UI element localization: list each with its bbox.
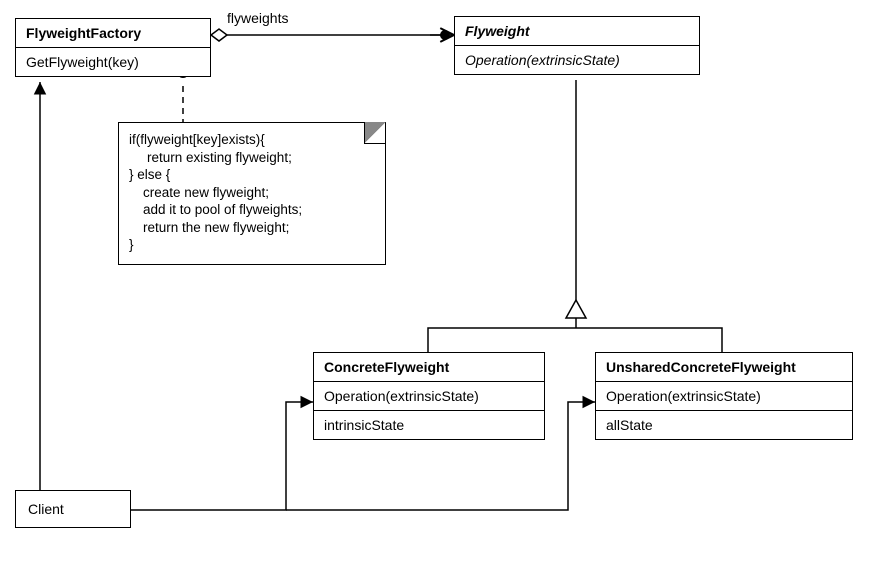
class-unshared-concrete-flyweight: UnsharedConcreteFlyweight Operation(extr… xyxy=(595,352,853,440)
class-operation: Operation(extrinsicState) xyxy=(455,45,699,74)
class-title: Client xyxy=(16,491,130,527)
note-line: if(flyweight[key]exists){ xyxy=(129,131,375,149)
note-line: return the new flyweight; xyxy=(129,219,375,237)
class-operation: Operation(extrinsicState) xyxy=(596,381,852,410)
note-line: add it to pool of flyweights; xyxy=(129,201,375,219)
class-flyweight-factory: FlyweightFactory GetFlyweight(key) xyxy=(15,18,211,77)
class-attribute: allState xyxy=(596,410,852,439)
class-concrete-flyweight: ConcreteFlyweight Operation(extrinsicSta… xyxy=(313,352,545,440)
note-fold-icon xyxy=(364,122,386,144)
class-title: ConcreteFlyweight xyxy=(314,353,544,381)
class-operation: Operation(extrinsicState) xyxy=(314,381,544,410)
note-line: return existing flyweight; xyxy=(129,149,375,167)
edge-generalization xyxy=(428,80,722,352)
class-title: UnsharedConcreteFlyweight xyxy=(596,353,852,381)
note-line: } else { xyxy=(129,166,375,184)
class-title: Flyweight xyxy=(455,17,699,45)
note-getflyweight-pseudocode: if(flyweight[key]exists){ return existin… xyxy=(118,122,386,265)
edge-aggregation xyxy=(211,29,454,41)
note-line: create new flyweight; xyxy=(129,184,375,202)
class-flyweight: Flyweight Operation(extrinsicState) xyxy=(454,16,700,75)
association-label: flyweights xyxy=(227,10,288,26)
class-title: FlyweightFactory xyxy=(16,19,210,47)
connectors xyxy=(0,0,870,561)
class-operation: GetFlyweight(key) xyxy=(16,47,210,76)
class-client: Client xyxy=(15,490,131,528)
class-attribute: intrinsicState xyxy=(314,410,544,439)
note-line: } xyxy=(129,236,375,254)
edge-client-concrete xyxy=(131,402,313,510)
